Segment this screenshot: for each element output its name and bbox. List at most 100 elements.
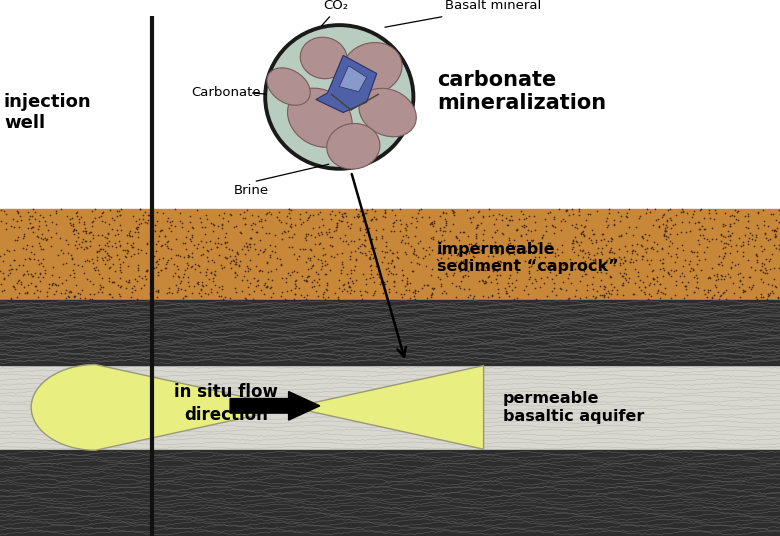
Point [712,260,725,269]
Point [71,207,83,216]
Point [490,215,502,224]
Point [625,255,637,263]
Point [760,234,772,242]
Point [705,264,718,272]
Point [597,262,610,270]
Point [381,248,393,257]
Point [495,250,507,258]
Point [182,227,194,235]
Point [318,260,331,269]
Point [658,224,671,233]
Point [457,272,470,281]
Point [656,264,668,273]
Point [600,256,612,265]
Point [390,253,402,262]
Point [189,259,201,268]
Point [537,278,550,287]
Point [208,258,221,266]
Point [140,266,153,275]
Point [302,229,314,238]
Point [608,254,621,263]
Point [76,237,88,246]
Point [105,277,118,286]
Point [344,248,356,256]
Point [714,231,727,240]
Point [471,207,484,216]
Point [455,256,467,265]
Point [66,214,78,222]
Point [67,273,80,281]
Point [154,227,166,235]
Point [193,267,206,276]
Point [597,282,610,291]
Point [163,284,176,293]
Point [661,205,674,214]
Point [737,238,750,247]
Point [291,255,303,263]
Point [640,248,653,256]
Point [254,217,267,226]
Point [343,288,356,297]
Point [750,251,762,259]
Point [415,205,427,214]
Point [708,291,721,299]
Point [260,283,272,292]
Point [715,229,728,238]
Point [208,239,221,247]
Point [291,267,303,276]
Point [404,219,417,227]
Point [520,282,533,291]
Point [265,293,278,302]
Point [349,247,361,256]
Point [258,216,271,225]
Ellipse shape [265,25,413,169]
Point [30,286,43,295]
Point [282,227,294,235]
Point [448,207,460,216]
Point [349,262,361,271]
Point [174,217,186,226]
Point [87,234,100,242]
Point [566,239,578,248]
Point [434,211,446,220]
Point [470,241,482,250]
Point [722,232,734,241]
Point [307,224,319,232]
Point [348,286,360,295]
Point [756,258,768,267]
Point [367,291,379,299]
Point [208,271,221,279]
Point [356,294,369,303]
Point [580,293,592,301]
Point [518,221,530,230]
Point [750,250,762,258]
Point [356,240,368,248]
Point [186,289,198,297]
Point [596,291,608,300]
Point [50,229,62,237]
Point [39,234,51,242]
Point [608,220,621,228]
Point [645,291,658,300]
Point [320,228,332,237]
Point [587,230,600,239]
Point [670,277,682,286]
Point [315,215,328,224]
Point [679,256,692,265]
Point [553,205,566,213]
Point [50,281,62,289]
Point [475,265,488,274]
Point [724,272,736,281]
Point [23,253,35,262]
Point [328,252,340,261]
Point [693,218,705,226]
Point [56,278,69,287]
Point [172,272,184,280]
Point [691,252,704,260]
Point [301,273,314,281]
Bar [0,300,780,364]
Point [41,235,54,243]
Point [165,227,177,235]
Point [160,260,172,269]
Point [693,256,705,265]
